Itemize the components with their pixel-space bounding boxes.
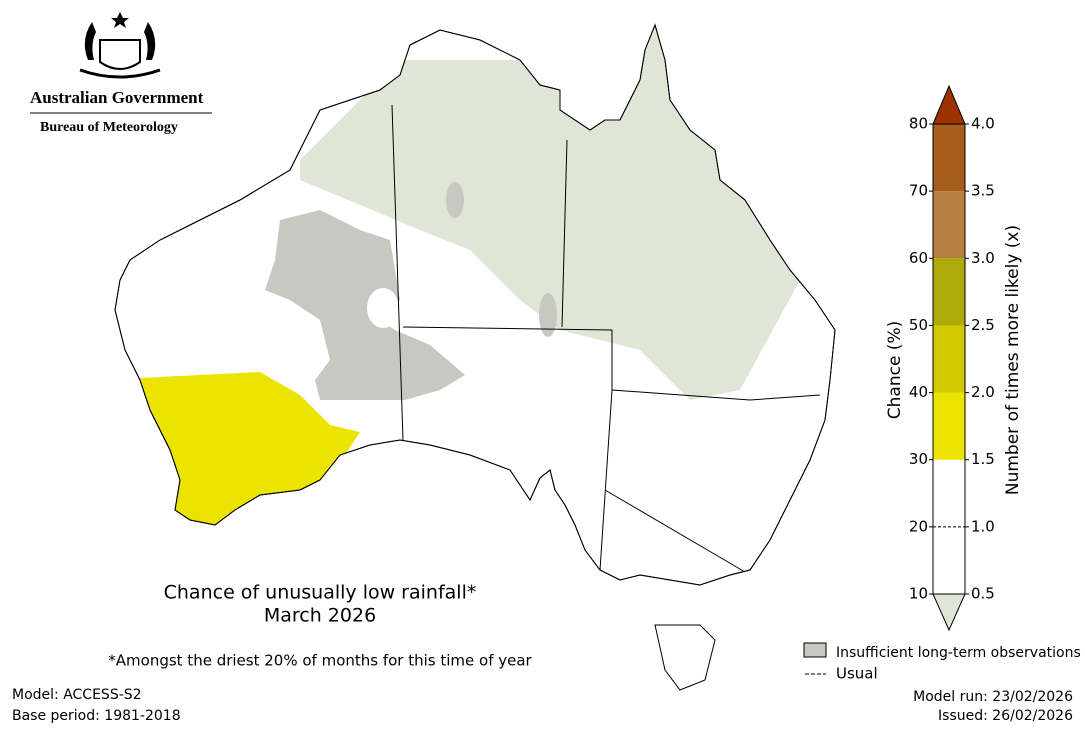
- coastline: [114, 23, 836, 586]
- legend-insufficient: Insufficient long-term observations: [836, 645, 1081, 661]
- colorbar: 10 0.5 20 1.0 30 1.5 40 2.0 50 2.5 60 3.0 70 3.5 80 4.0: [909, 84, 995, 632]
- colorbar-left-tick-label: 60: [909, 249, 928, 267]
- colorbar-left-tick-label: 80: [909, 115, 928, 133]
- issued: Issued: 26/02/2026: [938, 708, 1073, 724]
- colorbar-right-tick-label: 3.5: [971, 182, 995, 200]
- colorbar-segment: [933, 392, 965, 460]
- colorbar-segment: [933, 526, 965, 594]
- crest-star: [111, 12, 129, 28]
- crest-wattle: [79, 68, 161, 79]
- colorbar-right-tick-label: 2.5: [971, 316, 995, 334]
- colorbar-frame: [932, 123, 966, 595]
- low-rainfall-area: [140, 372, 360, 525]
- colorbar-segment: [933, 459, 965, 527]
- colorbar-right-tick-label: 1.5: [971, 450, 995, 468]
- colorbar-segment: [933, 124, 965, 192]
- logo: Australian Government Bureau of Meteorol…: [30, 12, 212, 135]
- crest-shield: [99, 39, 141, 70]
- colorbar-right-label: Number of times more likely (x): [1003, 225, 1023, 495]
- colorbar-under: [932, 593, 966, 632]
- crest-supporters: [84, 22, 156, 60]
- tasmania: [654, 624, 716, 691]
- title-line2: March 2026: [264, 605, 376, 627]
- footnote: *Amongst the driest 20% of months for th…: [108, 652, 532, 670]
- colorbar-left-tick-label: 40: [909, 383, 928, 401]
- colorbar-left-tick-label: 10: [909, 585, 928, 603]
- colorbar-segment: [933, 325, 965, 393]
- colorbar-left-label: Chance (%): [885, 321, 905, 419]
- model: Model: ACCESS-S2: [12, 687, 142, 703]
- colorbar-segment: [933, 258, 965, 326]
- insufficient-area: [539, 293, 557, 337]
- colorbar-right-tick-label: 3.0: [971, 249, 995, 267]
- colorbar-left-tick-label: 50: [909, 316, 928, 334]
- model-run: Model run: 23/02/2026: [913, 689, 1073, 705]
- colorbar-left-tick-label: 30: [909, 450, 928, 468]
- colorbar-right-tick-label: 2.0: [971, 383, 995, 401]
- base-period: Base period: 1981-2018: [12, 708, 181, 724]
- colorbar-segment: [933, 191, 965, 259]
- logo-line1: Australian Government: [30, 88, 204, 107]
- insufficient-area: [446, 182, 464, 218]
- map: [114, 23, 836, 691]
- colorbar-right-tick-label: 0.5: [971, 585, 995, 603]
- legend-swatch-insufficient: [803, 642, 827, 658]
- title-line1: Chance of unusually low rainfall*: [164, 582, 477, 604]
- insufficient-area: [265, 210, 465, 400]
- logo-line2: Bureau of Meteorology: [40, 120, 178, 135]
- colorbar-right-tick-label: 4.0: [971, 115, 995, 133]
- colorbar-over: [932, 84, 966, 125]
- colorbar-right-tick-label: 1.0: [971, 517, 995, 535]
- legend-usual: Usual: [836, 665, 878, 683]
- colorbar-left-tick-label: 70: [909, 182, 928, 200]
- map-hole: [367, 288, 399, 328]
- state-borders: [391, 104, 821, 573]
- colorbar-left-tick-label: 20: [909, 517, 928, 535]
